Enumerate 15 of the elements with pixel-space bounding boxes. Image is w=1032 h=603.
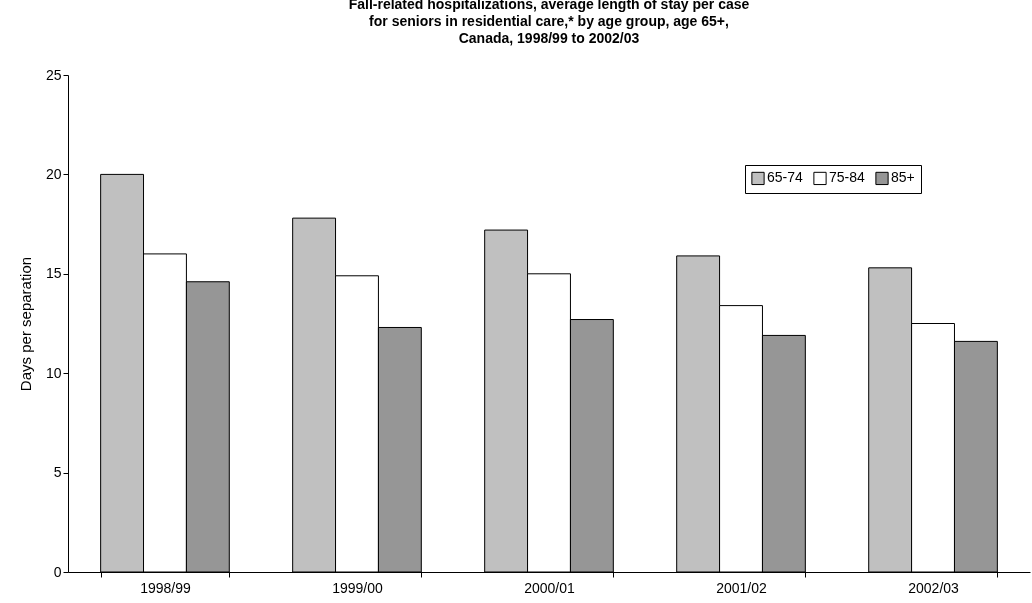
y-tick-label: 20 <box>45 165 62 182</box>
legend-label: 65-74 <box>767 169 804 186</box>
x-tick-label: 1998/99 <box>140 579 191 596</box>
x-tick-label: 1999/00 <box>332 579 383 596</box>
y-tick-label: 5 <box>53 464 62 481</box>
y-tick-label: 15 <box>45 265 62 282</box>
x-tick-label: 2002/03 <box>908 579 960 596</box>
x-tick-label: 2001/02 <box>716 579 768 596</box>
legend-label: 75-84 <box>829 169 866 186</box>
y-tick-label: 25 <box>45 66 62 83</box>
y-axis-title: Days per separation <box>16 256 34 392</box>
y-tick-label: 0 <box>53 563 62 580</box>
x-tick-label: 2000/01 <box>524 579 576 596</box>
y-tick-label: 10 <box>45 364 62 381</box>
legend-label: 85+ <box>891 169 915 186</box>
